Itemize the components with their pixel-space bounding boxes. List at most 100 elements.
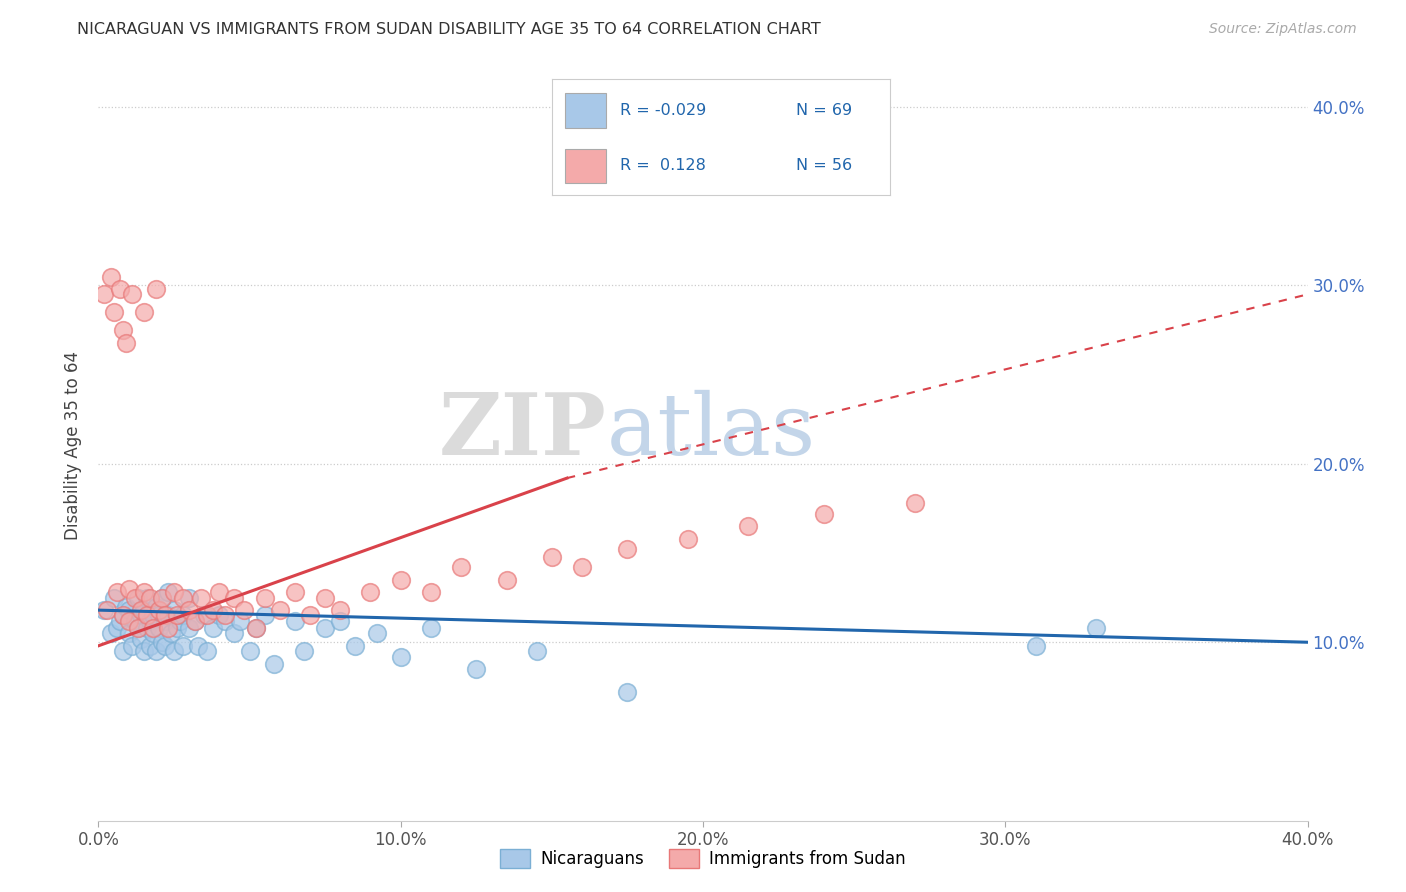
Text: NICARAGUAN VS IMMIGRANTS FROM SUDAN DISABILITY AGE 35 TO 64 CORRELATION CHART: NICARAGUAN VS IMMIGRANTS FROM SUDAN DISA… xyxy=(77,22,821,37)
Point xyxy=(153,608,176,623)
Point xyxy=(263,657,285,671)
Point xyxy=(172,639,194,653)
Point xyxy=(284,585,307,599)
Point xyxy=(389,649,412,664)
Point xyxy=(103,591,125,605)
Point xyxy=(156,585,179,599)
Point xyxy=(153,639,176,653)
Point xyxy=(229,614,252,628)
Point xyxy=(208,608,231,623)
Point xyxy=(187,639,209,653)
Point xyxy=(121,287,143,301)
Point xyxy=(139,591,162,605)
Point xyxy=(150,635,173,649)
Point xyxy=(616,685,638,699)
Point xyxy=(344,639,367,653)
Point xyxy=(314,591,336,605)
Point xyxy=(314,621,336,635)
Point xyxy=(121,639,143,653)
Point xyxy=(571,560,593,574)
Point xyxy=(139,639,162,653)
Point xyxy=(232,603,254,617)
Point xyxy=(132,644,155,658)
Point xyxy=(214,608,236,623)
Point xyxy=(163,644,186,658)
Point xyxy=(184,614,207,628)
Point xyxy=(616,542,638,557)
Point xyxy=(118,582,141,596)
Point xyxy=(166,608,188,623)
Point xyxy=(127,621,149,635)
Point xyxy=(111,608,134,623)
Point xyxy=(153,614,176,628)
Point xyxy=(118,614,141,628)
Point xyxy=(195,608,218,623)
Point xyxy=(224,626,246,640)
Point xyxy=(129,603,152,617)
Point xyxy=(202,603,225,617)
Point xyxy=(299,608,322,623)
Point xyxy=(142,626,165,640)
Point xyxy=(118,603,141,617)
Text: atlas: atlas xyxy=(606,390,815,473)
Point xyxy=(253,608,276,623)
Y-axis label: Disability Age 35 to 64: Disability Age 35 to 64 xyxy=(65,351,83,541)
Point xyxy=(142,621,165,635)
Point xyxy=(540,549,562,564)
Point xyxy=(111,323,134,337)
Point xyxy=(114,335,136,350)
Point xyxy=(465,662,488,676)
Point xyxy=(96,603,118,617)
Point xyxy=(172,608,194,623)
Point xyxy=(148,621,170,635)
Point xyxy=(163,603,186,617)
Point xyxy=(193,608,215,623)
Point xyxy=(93,287,115,301)
Point xyxy=(214,614,236,628)
Point xyxy=(366,626,388,640)
Point xyxy=(148,608,170,623)
Point xyxy=(105,585,128,599)
Point xyxy=(172,591,194,605)
Point xyxy=(160,626,183,640)
Point xyxy=(420,621,443,635)
Point xyxy=(208,585,231,599)
Point xyxy=(245,621,267,635)
Point xyxy=(169,614,191,628)
Point xyxy=(190,591,212,605)
Point xyxy=(813,507,835,521)
Point xyxy=(132,585,155,599)
Point xyxy=(526,644,548,658)
Point xyxy=(118,626,141,640)
Point xyxy=(360,585,382,599)
Point xyxy=(127,591,149,605)
Point xyxy=(148,603,170,617)
Legend: Nicaraguans, Immigrants from Sudan: Nicaraguans, Immigrants from Sudan xyxy=(494,842,912,875)
Point xyxy=(284,614,307,628)
Point xyxy=(142,608,165,623)
Point xyxy=(145,599,167,614)
Point xyxy=(108,282,131,296)
Point xyxy=(1024,639,1046,653)
Point xyxy=(329,614,352,628)
Point xyxy=(179,603,201,617)
Point xyxy=(179,591,201,605)
Point xyxy=(184,614,207,628)
Point xyxy=(124,591,146,605)
Point xyxy=(292,644,315,658)
Point xyxy=(676,532,699,546)
Point xyxy=(127,621,149,635)
Point xyxy=(135,591,157,605)
Point xyxy=(904,496,927,510)
Point xyxy=(129,608,152,623)
Point xyxy=(245,621,267,635)
Point xyxy=(450,560,472,574)
Point xyxy=(132,603,155,617)
Point xyxy=(495,573,517,587)
Point xyxy=(156,621,179,635)
Point xyxy=(145,282,167,296)
Point xyxy=(93,603,115,617)
Point xyxy=(111,644,134,658)
Point xyxy=(389,573,412,587)
Point xyxy=(135,608,157,623)
